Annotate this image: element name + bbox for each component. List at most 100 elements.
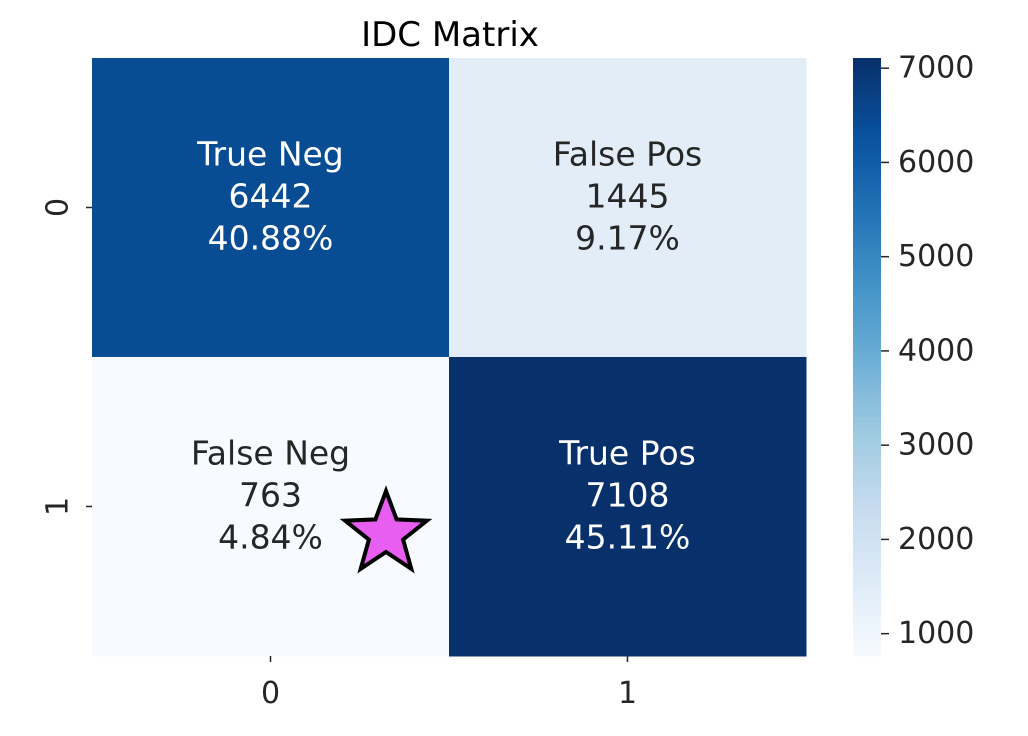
colorbar-tick-label: 2000 <box>898 522 974 557</box>
colorbar-segment <box>853 162 881 169</box>
colorbar-segment <box>853 411 881 418</box>
colorbar-segment <box>853 357 881 363</box>
colorbar-segment <box>853 551 881 557</box>
cell-label: True Pos <box>558 434 696 473</box>
colorbar-segment <box>853 142 881 149</box>
x-tick-label: 0 <box>261 676 280 711</box>
colorbar-tick-label: 1000 <box>898 616 974 651</box>
colorbar-segment <box>853 127 881 134</box>
colorbar-segment <box>853 491 881 498</box>
colorbar-tick-label: 7000 <box>898 51 974 86</box>
colorbar-segment <box>853 511 881 518</box>
cell-percent: 4.84% <box>218 518 323 557</box>
colorbar-segment <box>853 636 881 642</box>
colorbar-segment <box>853 586 881 592</box>
colorbar: 1000 2000 3000 4000 5000 6000 7000 <box>853 51 974 657</box>
colorbar-segment <box>853 486 881 493</box>
colorbar-segment <box>853 496 881 503</box>
colorbar-segment <box>853 416 881 423</box>
y-tick-label: 1 <box>41 497 76 516</box>
annotation-layer <box>339 485 433 574</box>
colorbar-segment <box>853 531 881 537</box>
star-icon <box>339 485 433 574</box>
colorbar-segment <box>853 396 881 403</box>
colorbar-segment <box>853 297 881 303</box>
colorbar-segment <box>853 461 881 468</box>
colorbar-segment <box>853 62 881 69</box>
colorbar-segment <box>853 426 881 433</box>
colorbar-segment <box>853 526 881 533</box>
heatmap-cell <box>92 58 450 358</box>
colorbar-segment <box>853 307 881 313</box>
colorbar-segment <box>853 361 881 368</box>
colorbar-segment <box>853 371 881 378</box>
colorbar-segment <box>853 516 881 523</box>
colorbar-segment <box>853 277 881 283</box>
colorbar-segment <box>853 641 881 647</box>
colorbar-segment <box>853 182 881 189</box>
colorbar-segment <box>853 122 881 129</box>
axis-ticks: 0 1 0 1 <box>41 198 638 711</box>
colorbar-segment <box>853 521 881 528</box>
chart-title: IDC Matrix <box>361 15 539 55</box>
colorbar-segment <box>853 77 881 84</box>
cell-count: 1445 <box>586 177 670 216</box>
heatmap-cell <box>449 58 807 358</box>
colorbar-segment <box>853 376 881 383</box>
colorbar-segment <box>853 446 881 453</box>
colorbar-segment <box>853 366 881 373</box>
colorbar-segment <box>853 202 881 209</box>
colorbar-segment <box>853 102 881 109</box>
cell-label: True Neg <box>196 135 344 174</box>
colorbar-segment <box>853 112 881 119</box>
colorbar-segment <box>853 317 881 323</box>
colorbar-segment <box>853 501 881 508</box>
colorbar-segment <box>853 152 881 159</box>
colorbar-segment <box>853 257 881 263</box>
colorbar-segment <box>853 242 881 248</box>
colorbar-segment <box>853 302 881 308</box>
colorbar-segment <box>853 132 881 139</box>
colorbar-segment <box>853 92 881 99</box>
colorbar-segment <box>853 621 881 627</box>
colorbar-segment <box>853 342 881 348</box>
colorbar-segment <box>853 626 881 632</box>
colorbar-segment <box>853 591 881 597</box>
colorbar-segment <box>853 312 881 318</box>
colorbar-segment <box>853 571 881 577</box>
colorbar-segment <box>853 107 881 114</box>
colorbar-segment <box>853 436 881 443</box>
colorbar-segment <box>853 401 881 408</box>
colorbar-segment <box>853 606 881 612</box>
colorbar-segment <box>853 327 881 333</box>
colorbar-segment <box>853 87 881 94</box>
colorbar-segment <box>853 187 881 194</box>
colorbar-segment <box>853 267 881 273</box>
cell-percent: 40.88% <box>208 219 334 258</box>
colorbar-segment <box>853 82 881 89</box>
colorbar-segment <box>853 272 881 278</box>
colorbar-tick-label: 5000 <box>898 239 974 274</box>
heatmap-cell <box>449 357 807 657</box>
colorbar-segment <box>853 137 881 144</box>
cell-count: 7108 <box>586 476 670 515</box>
colorbar-segment <box>853 352 881 358</box>
colorbar-segment <box>853 536 881 542</box>
colorbar-segment <box>853 506 881 513</box>
colorbar-segment <box>853 646 881 652</box>
colorbar-segment <box>853 58 881 64</box>
colorbar-segment <box>853 262 881 268</box>
colorbar-segment <box>853 581 881 587</box>
x-tick-label: 1 <box>618 676 637 711</box>
colorbar-segment <box>853 451 881 458</box>
cell-count: 763 <box>239 476 302 515</box>
colorbar-segment <box>853 466 881 473</box>
colorbar-segment <box>853 616 881 622</box>
colorbar-segment <box>853 381 881 388</box>
colorbar-segment <box>853 431 881 438</box>
colorbar-segment <box>853 282 881 288</box>
colorbar-segment <box>853 391 881 398</box>
colorbar-segment <box>853 576 881 582</box>
colorbar-segment <box>853 347 881 353</box>
